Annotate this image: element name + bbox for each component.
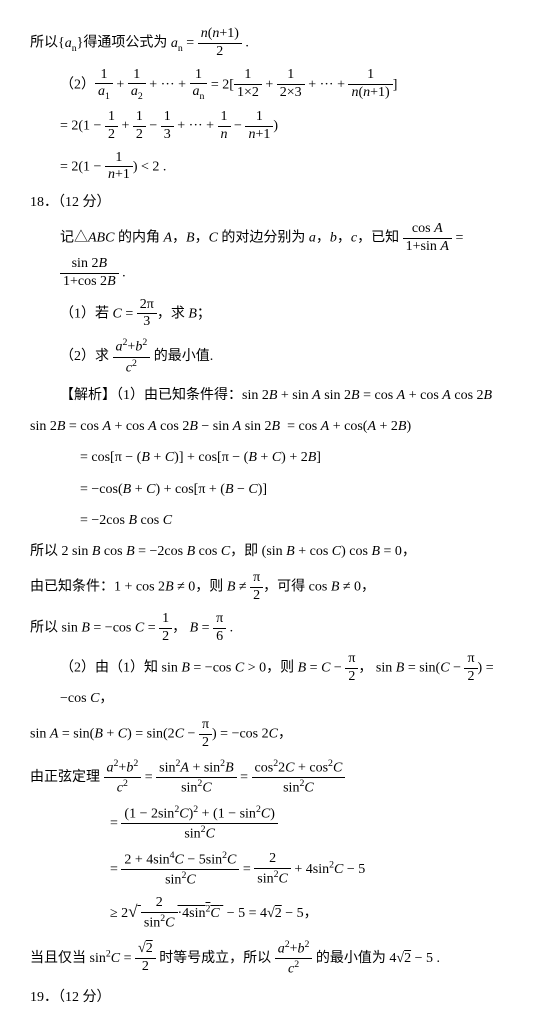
line-2: = 2(1 − 12 + 12 − 13 + ··· + 1n − 1n+1) [30,109,514,144]
line-19: = (1 − 2sin2C)2 + (1 − sin2C)sin2C [30,804,514,844]
line-15: 所以 sin B = −cos C = 12， B = π6 . [30,611,514,646]
line-21: ≥ 2√ 2sin2C·4sin2C − 5 = 4√2 − 5， [30,895,514,932]
document-body: 所以{an}得通项公式为 an = n(n+1)2 . （2）1a1 + 1a2 … [30,26,514,1010]
line-8: 【解析】（1）由已知条件得：sin 2B + sin A sin 2B = co… [30,383,514,408]
line-13: 所以 2 sin B cos B = −2cos B cos C，即 (sin … [30,539,514,564]
line-14: 由已知条件：1 + cos 2B ≠ 0，则 B ≠ π2，可得 cos B ≠… [30,570,514,605]
line-16: （2）由（1）知 sin B = −cos C > 0，则 B = C − π2… [30,651,514,711]
line-5: 记△ABC 的内角 A，B，C 的对边分别为 a，b，c，已知 cos A1+s… [30,221,514,290]
line-6: （1）若 C = 2π3，求 B； [30,297,514,332]
line-7: （2）求 a2+b2c2 的最小值. [30,337,514,377]
line-17: sin A = sin(B + C) = sin(2C − π2) = −cos… [30,717,514,752]
line-10: = cos[π − (B + C)] + cos[π − (B + C) + 2… [30,445,514,470]
line-11: = −cos(B + C) + cos[π + (B − C)] [30,477,514,502]
line-3: = 2(1 − 1n+1) < 2 . [30,150,514,185]
line-18: 由正弦定理 a2+b2c2 = sin2A + sin2Bsin2C = cos… [30,758,514,798]
line-12: = −2cos B cos C [30,508,514,533]
line-0: 所以{an}得通项公式为 an = n(n+1)2 . [30,26,514,61]
line-23: 19．（12 分） [30,985,514,1010]
line-4: 18．（12 分） [30,190,514,215]
line-9: sin 2B = cos A + cos A cos 2B − sin A si… [30,414,514,439]
line-1: （2）1a1 + 1a2 + ··· + 1an = 2[11×2 + 12×3… [30,67,514,103]
line-20: = 2 + 4sin4C − 5sin2Csin2C = 2sin2C + 4s… [30,850,514,890]
line-22: 当且仅当 sin2C = √22 时等号成立，所以 a2+b2c2 的最小值为 … [30,939,514,979]
